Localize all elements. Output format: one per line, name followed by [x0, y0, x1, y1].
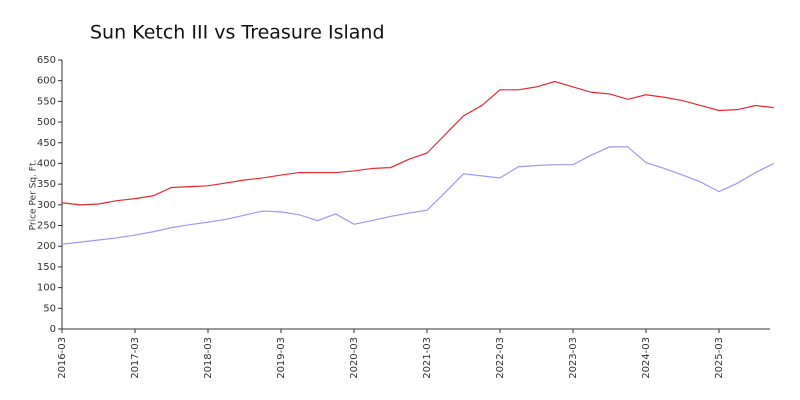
y-tick-label: 150	[37, 262, 56, 273]
line-series	[61, 146, 775, 245]
y-tick-label: 350	[37, 179, 56, 190]
x-tick-label: 2018-03	[203, 337, 214, 379]
y-tick-label: 400	[37, 158, 56, 169]
y-tick-label: 250	[37, 221, 56, 232]
y-tick-label: 550	[37, 96, 56, 107]
y-tick-label: 50	[43, 303, 56, 314]
line-series	[61, 80, 774, 206]
y-tick-label: 450	[37, 138, 56, 149]
y-tick-label: 300	[37, 200, 56, 211]
x-tick-label: 2023-03	[568, 337, 579, 379]
x-tick-label: 2019-03	[276, 337, 287, 379]
x-tick-label: 2024-03	[641, 337, 652, 379]
x-tick-label: 2022-03	[495, 337, 506, 379]
chart-title: Sun Ketch III vs Treasure Island	[90, 22, 385, 44]
x-tick-label: 2017-03	[130, 337, 141, 379]
x-tick-label: 2020-03	[349, 337, 360, 379]
y-tick-label: 600	[37, 76, 56, 87]
y-axis-label: Price Per Sq. Ft.	[29, 160, 39, 231]
x-tick-label: 2016-03	[57, 337, 68, 379]
y-tick-label: 200	[37, 241, 56, 252]
y-tick-label: 500	[37, 117, 56, 128]
x-tick-label: 2021-03	[422, 337, 433, 379]
y-tick-label: 100	[37, 283, 56, 294]
y-tick-label: 0	[50, 324, 56, 335]
x-tick-label: 2025-03	[714, 337, 725, 379]
y-tick-label: 650	[37, 55, 56, 66]
